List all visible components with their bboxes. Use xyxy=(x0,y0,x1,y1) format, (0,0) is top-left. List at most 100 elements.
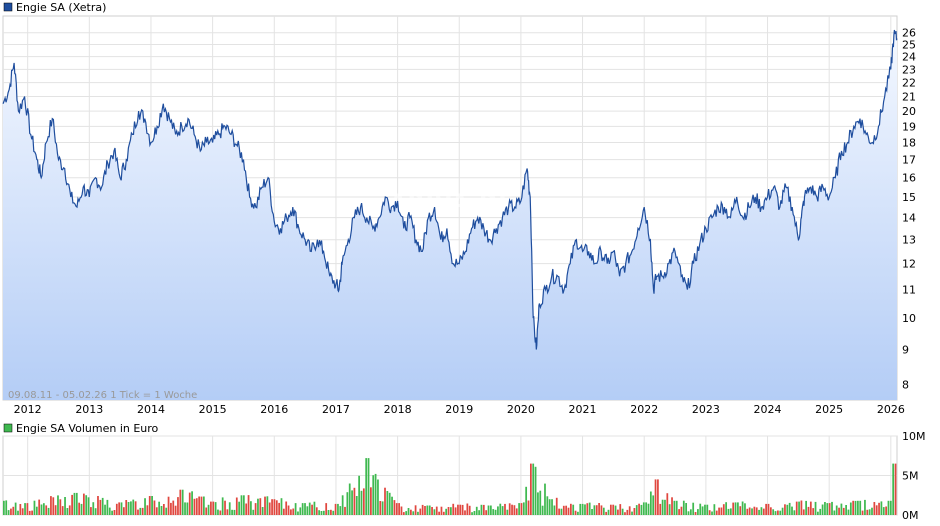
volume-bar xyxy=(280,498,283,515)
y-tick-label: 20 xyxy=(902,105,916,118)
volume-bar xyxy=(299,507,302,515)
volume-bar xyxy=(835,505,838,515)
volume-bar xyxy=(633,508,636,515)
volume-bar xyxy=(10,508,12,515)
volume-bar xyxy=(54,505,57,515)
volume-bar xyxy=(699,503,702,515)
volume-bar xyxy=(170,502,172,515)
volume-bar xyxy=(880,501,883,515)
y-tick-label: 13 xyxy=(902,234,916,247)
volume-legend-label: Engie SA Volumen in Euro xyxy=(16,422,159,435)
volume-bar xyxy=(313,501,316,515)
price-legend-swatch xyxy=(3,2,13,12)
volume-bar xyxy=(605,511,608,515)
volume-bar xyxy=(132,499,135,515)
volume-bar xyxy=(445,508,448,515)
volume-bar xyxy=(381,501,384,515)
volume-bar xyxy=(572,504,575,515)
volume-bar xyxy=(426,505,429,515)
x-tick-label: 2020 xyxy=(507,403,535,416)
volume-bar xyxy=(275,500,278,515)
price-area-fill xyxy=(3,30,897,400)
volume-bar xyxy=(598,503,600,515)
volume-bar xyxy=(322,510,325,515)
x-tick-label: 2021 xyxy=(569,403,597,416)
volume-bar xyxy=(861,510,864,515)
volume-bar xyxy=(875,505,878,515)
volume-bar xyxy=(125,500,128,515)
volume-bar xyxy=(179,489,182,515)
volume-bar xyxy=(301,503,304,515)
volume-bar xyxy=(174,505,177,515)
x-tick-label: 2019 xyxy=(445,403,473,416)
volume-bar xyxy=(365,458,368,515)
price-x-tick-labels: 2012 2013 2014 2015 2016 2017 2018 2019 2020 2021… xyxy=(14,403,905,416)
volume-bar xyxy=(593,505,596,515)
x-tick-label: 2014 xyxy=(137,403,165,416)
volume-bar xyxy=(817,511,819,515)
volume-bar xyxy=(595,505,598,515)
volume-bar xyxy=(235,497,238,515)
volume-bar xyxy=(480,504,483,515)
volume-bar xyxy=(297,511,299,515)
volume-bar xyxy=(607,509,610,515)
volume-bar xyxy=(388,492,391,515)
volume-bar xyxy=(35,506,38,515)
volume-bar xyxy=(609,504,612,515)
price-series-line xyxy=(2,29,898,350)
volume-bar xyxy=(115,503,118,515)
volume-bar xyxy=(849,502,852,515)
volume-bar xyxy=(734,502,737,515)
volume-bar xyxy=(652,495,655,515)
volume-bar xyxy=(57,495,59,515)
volume-bar xyxy=(42,503,45,515)
volume-bar xyxy=(7,510,10,515)
volume-bar xyxy=(78,502,81,515)
volume-bar xyxy=(19,504,22,515)
volume-bar xyxy=(461,504,464,515)
volume-bar xyxy=(737,502,739,515)
volume-bar xyxy=(588,502,591,515)
volume-bar xyxy=(508,503,511,515)
volume-bar xyxy=(529,463,532,515)
volume-bar xyxy=(485,510,488,515)
volume-bar xyxy=(468,505,471,515)
volume-bar xyxy=(207,504,210,515)
volume-bar xyxy=(414,505,417,515)
x-tick-label: 2024 xyxy=(754,403,782,416)
volume-bar xyxy=(21,508,24,515)
volume-bar xyxy=(61,506,64,515)
volume-bar xyxy=(424,506,426,515)
volume-bar xyxy=(245,503,248,515)
volume-bar xyxy=(278,502,281,515)
volume-bar xyxy=(511,504,513,515)
volume-bar xyxy=(701,506,704,515)
volume-legend-swatch xyxy=(3,423,13,433)
volume-bar xyxy=(360,490,363,515)
volume-bar xyxy=(351,490,353,515)
volume-bar xyxy=(45,505,48,515)
volume-bar xyxy=(541,505,544,515)
volume-bar xyxy=(294,503,297,515)
volume-bar xyxy=(866,509,869,515)
volume-bar xyxy=(482,504,485,515)
volume-bar xyxy=(421,504,424,515)
volume-bar xyxy=(878,502,880,515)
volume-bar xyxy=(308,502,311,515)
x-tick-label: 2018 xyxy=(384,403,412,416)
volume-bar xyxy=(457,504,459,515)
volume-bar xyxy=(718,507,720,515)
volume-bar xyxy=(548,499,551,515)
volume-bar xyxy=(727,508,730,515)
volume-bar xyxy=(233,509,236,515)
volume-bar xyxy=(202,496,205,515)
volume-bar xyxy=(198,496,201,515)
volume-bar xyxy=(784,504,786,515)
y-tick-label: 21 xyxy=(902,91,916,104)
volume-bar xyxy=(600,505,603,515)
volume-bar xyxy=(487,505,490,515)
volume-bar xyxy=(678,509,680,515)
volume-bar xyxy=(560,508,563,515)
volume-bar xyxy=(181,489,184,515)
volume-bar xyxy=(687,511,690,515)
